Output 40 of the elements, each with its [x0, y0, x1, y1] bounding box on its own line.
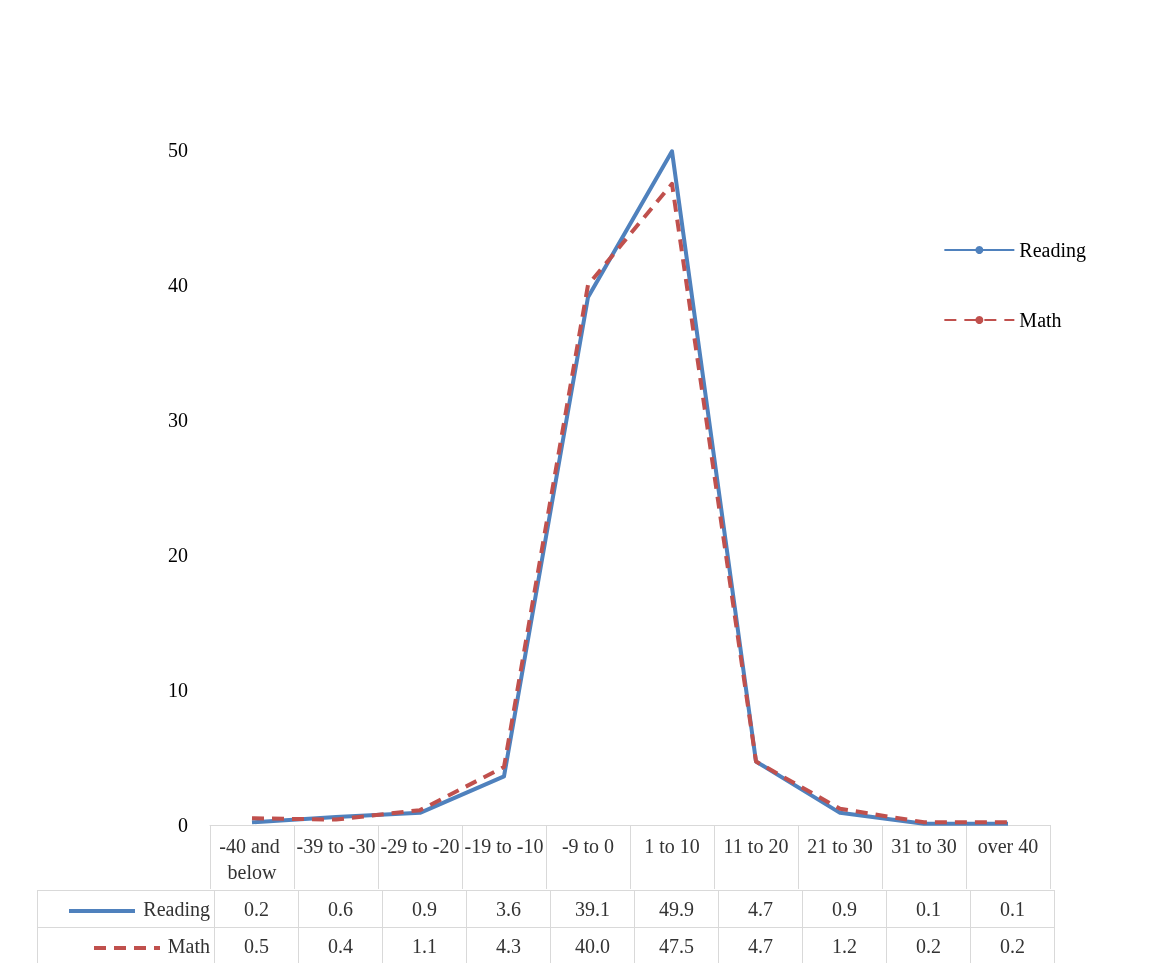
data-label: 0.9 [802, 890, 887, 928]
y-tick-label: 10 [168, 679, 188, 701]
data-label: 1.1 [382, 927, 467, 963]
data-label: 39.1 [550, 890, 635, 928]
x-tick-label: -39 to -30 [296, 835, 376, 857]
data-label: 4.3 [466, 927, 551, 963]
legend-label: Math [1019, 309, 1062, 331]
data-label: 0.5 [214, 927, 299, 963]
x-tick-label: -9 to 0 [561, 835, 615, 857]
data-label: 4.7 [718, 890, 803, 928]
data-label: 0.2 [214, 890, 299, 928]
data-label: 0.9 [382, 890, 467, 928]
x-tick-label: over 40 [977, 835, 1039, 857]
data-label: 0.1 [970, 890, 1055, 928]
data-label: 0.1 [886, 890, 971, 928]
y-tick-label: 50 [168, 139, 188, 161]
x-tick-label: -19 to -10 [464, 835, 544, 857]
text: Math [167, 934, 210, 957]
data-label: 0.2 [886, 927, 971, 963]
data-label: 47.5 [634, 927, 719, 963]
y-tick-label: 40 [168, 274, 188, 296]
data-label: 0.2 [970, 927, 1055, 963]
x-tick-label: -40 and below [219, 835, 285, 883]
text: Reading [143, 897, 210, 920]
y-tick-label: 20 [168, 544, 188, 566]
data-label: 3.6 [466, 890, 551, 928]
x-tick-label: 21 to 30 [807, 835, 873, 857]
data-label: 0.6 [298, 890, 383, 928]
data-label: 0.4 [298, 927, 383, 963]
data-label: 4.7 [718, 927, 803, 963]
y-tick-label: 0 [178, 814, 188, 836]
x-tick-label: 1 to 10 [644, 835, 700, 857]
x-tick-label: -29 to -20 [380, 835, 460, 857]
data-label: 49.9 [634, 890, 719, 928]
y-tick-label: 30 [168, 409, 188, 431]
x-tick-label: 11 to 20 [723, 835, 789, 857]
x-tick-label: 31 to 30 [891, 835, 957, 857]
legend-label: Reading [1019, 239, 1087, 262]
data-label: 1.2 [802, 927, 887, 963]
data-label: 40.0 [550, 927, 635, 963]
